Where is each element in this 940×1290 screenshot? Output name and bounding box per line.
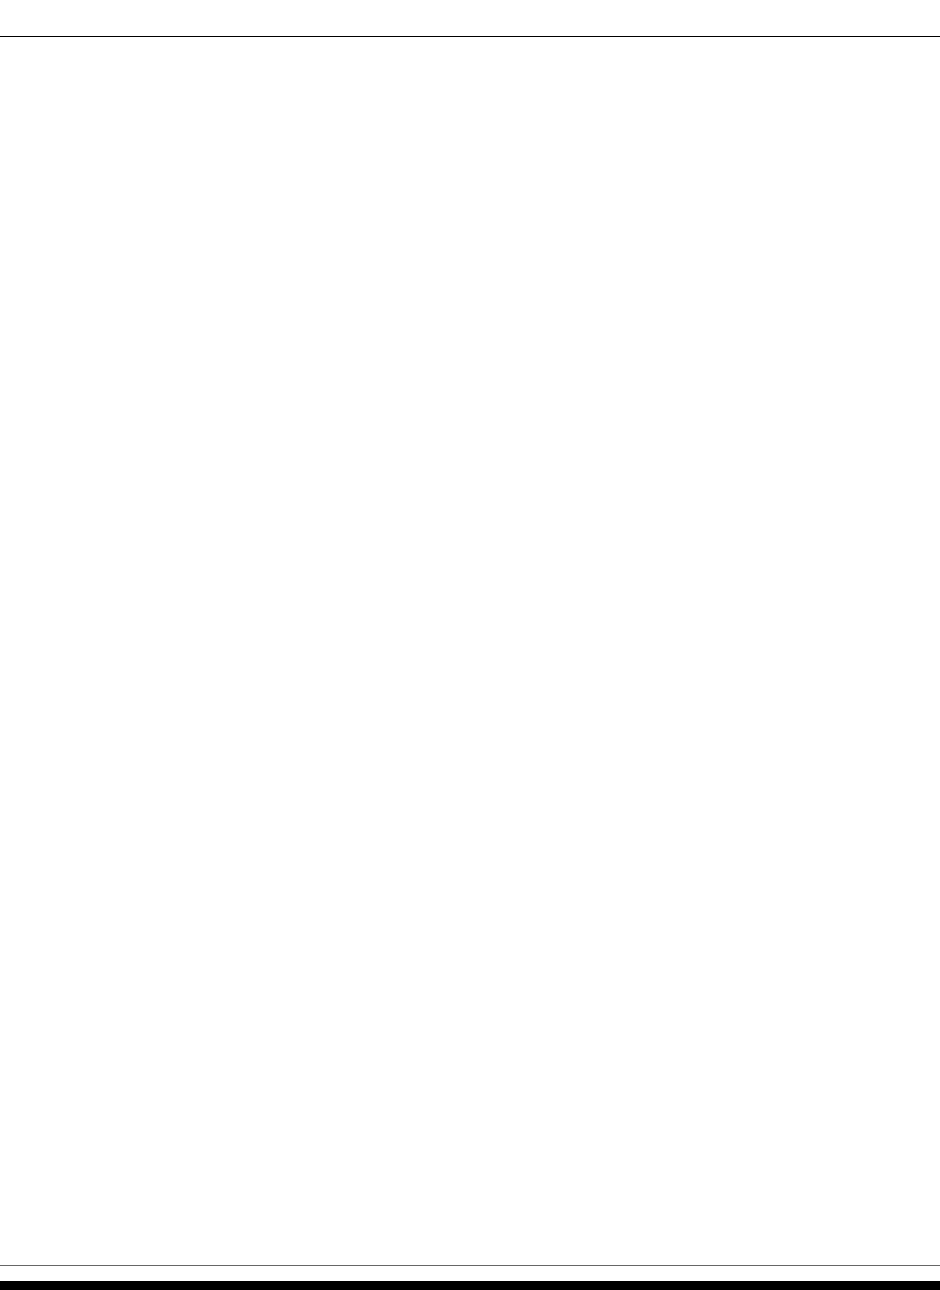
column-header-row bbox=[0, 21, 940, 36]
bottom-thin-rule bbox=[0, 1265, 940, 1266]
axis bbox=[694, 37, 940, 89]
bottom-thick-rule bbox=[0, 1281, 940, 1290]
footer bbox=[0, 37, 940, 88]
group-header-row bbox=[0, 6, 940, 21]
table-header bbox=[0, 0, 940, 37]
